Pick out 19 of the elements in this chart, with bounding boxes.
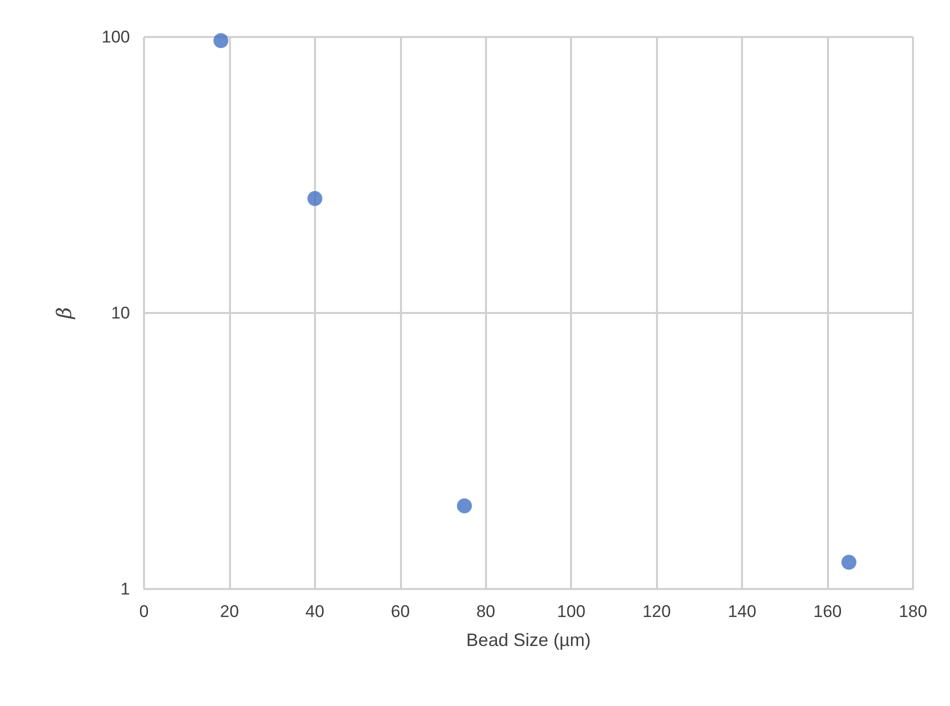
y-tick-label: 1 <box>120 580 130 598</box>
x-axis-title: Bead Size (µm) <box>466 630 591 650</box>
x-tick-label: 0 <box>139 602 149 621</box>
y-tick-label: 10 <box>111 304 130 322</box>
x-tick-label: 100 <box>557 602 586 621</box>
x-tick-label: 80 <box>476 602 496 621</box>
x-tick-label: 140 <box>728 602 756 621</box>
x-tick-label: 160 <box>813 602 842 621</box>
point <box>213 33 228 48</box>
x-tick-label: 60 <box>390 602 410 621</box>
point <box>456 498 472 514</box>
x-tick-label: 20 <box>220 602 239 621</box>
x-tick-label: 40 <box>305 602 324 621</box>
y-axis-title: β <box>52 307 76 320</box>
x-tick-label: 180 <box>898 602 928 621</box>
x-tick-label: 120 <box>642 602 671 621</box>
y-tick-label: 100 <box>102 28 130 46</box>
point <box>307 190 322 206</box>
point <box>841 554 856 570</box>
